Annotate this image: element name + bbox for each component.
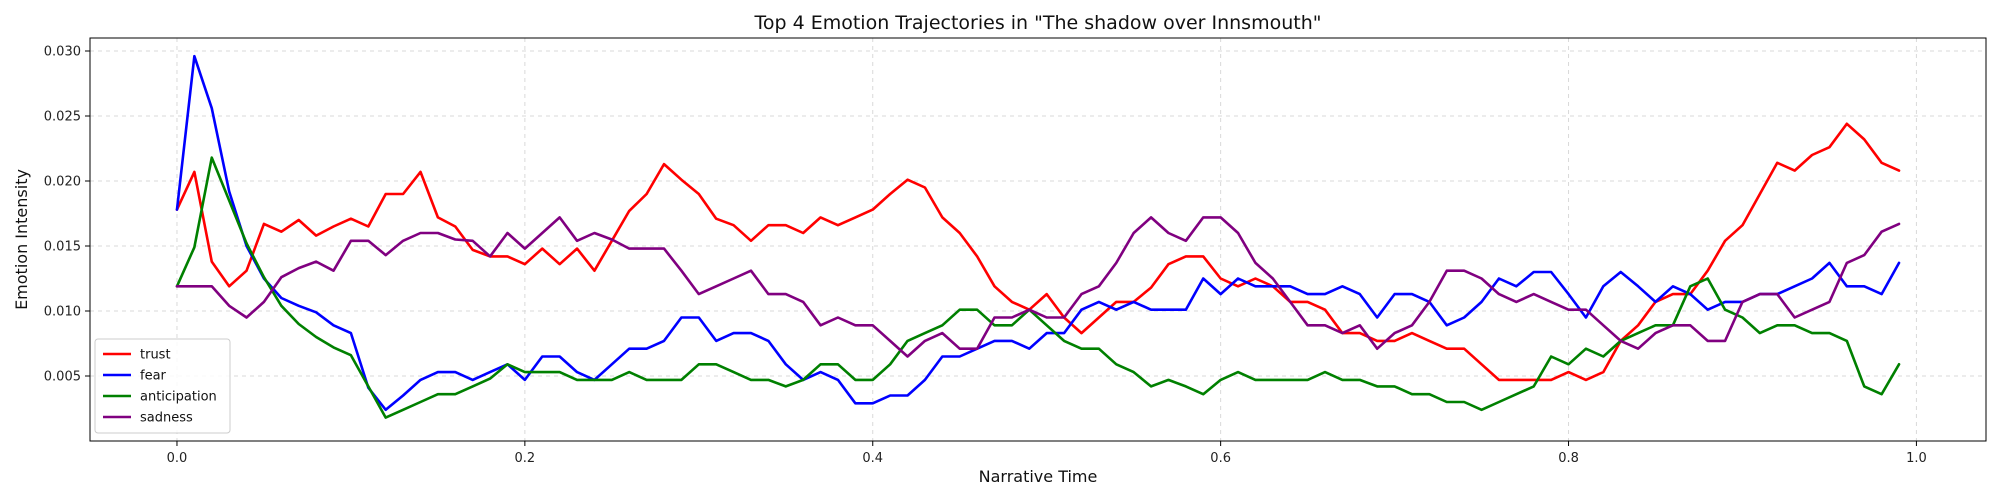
- x-tick-label: 0.6: [1210, 451, 1231, 466]
- y-axis-ticks: 0.005 0.010 0.015 0.020 0.025 0.030: [44, 45, 90, 385]
- legend-label-anticipation: anticipation: [140, 390, 217, 405]
- legend-label-fear: fear: [140, 369, 167, 384]
- legend-label-trust: trust: [140, 348, 171, 363]
- series-line-sadness: [175, 216, 1901, 358]
- legend-box: [94, 338, 231, 434]
- chart-title: Top 4 Emotion Trajectories in "The shado…: [753, 12, 1321, 34]
- y-tick-label: 0.005: [44, 370, 81, 385]
- x-tick-label: 0.4: [862, 451, 883, 466]
- series-line-anticipation: [175, 156, 1901, 419]
- x-tick-label: 0.8: [1558, 451, 1579, 466]
- y-axis-label: Emotion Intensity: [12, 169, 31, 310]
- series-line-fear: [175, 54, 1901, 412]
- legend-label-sadness: sadness: [140, 411, 193, 426]
- x-tick-label: 0.0: [167, 451, 188, 466]
- x-tick-label: 0.2: [515, 451, 536, 466]
- y-tick-label: 0.030: [44, 45, 81, 60]
- y-tick-label: 0.025: [44, 110, 81, 125]
- x-tick-label: 1.0: [1906, 451, 1927, 466]
- x-axis-label: Narrative Time: [979, 467, 1098, 486]
- series-lines: [175, 54, 1901, 419]
- plot-frame: [89, 37, 1987, 442]
- grid: [90, 38, 1986, 441]
- y-tick-label: 0.020: [44, 175, 81, 190]
- y-tick-label: 0.010: [44, 305, 81, 320]
- series-line-trust: [175, 122, 1901, 382]
- y-tick-label: 0.015: [44, 240, 81, 255]
- x-axis-ticks: 0.0 0.2 0.4 0.6 0.8 1.0: [167, 441, 1927, 466]
- legend: trust fear anticipation sadness: [94, 338, 231, 434]
